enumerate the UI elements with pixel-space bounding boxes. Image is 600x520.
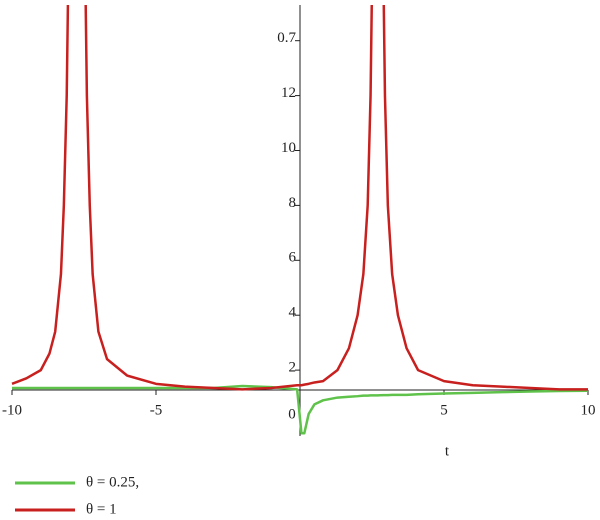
line-series: [11, 5, 588, 391]
plot-area: [11, 5, 589, 435]
x-tick-label: -5: [150, 402, 163, 418]
y-tick-label: 0.7: [277, 30, 296, 46]
line-series: [12, 384, 589, 435]
x-tick-label: -10: [2, 402, 22, 418]
y-tick-label: 2: [289, 360, 297, 376]
y-tick-label: 8: [289, 195, 297, 211]
y-tick-label: 4: [289, 305, 297, 321]
y-tick-label: 10: [281, 140, 296, 156]
legend-label: θ = 1: [86, 501, 117, 517]
x-tick-label: 10: [581, 402, 596, 418]
x-tick-label: 5: [440, 402, 448, 418]
x-tick-label: 0: [288, 406, 296, 422]
y-tick-label: 6: [289, 250, 297, 266]
legend-label: θ = 0.25,: [86, 474, 139, 490]
y-tick-label: 12: [281, 85, 296, 101]
x-axis-label: t: [445, 443, 450, 459]
